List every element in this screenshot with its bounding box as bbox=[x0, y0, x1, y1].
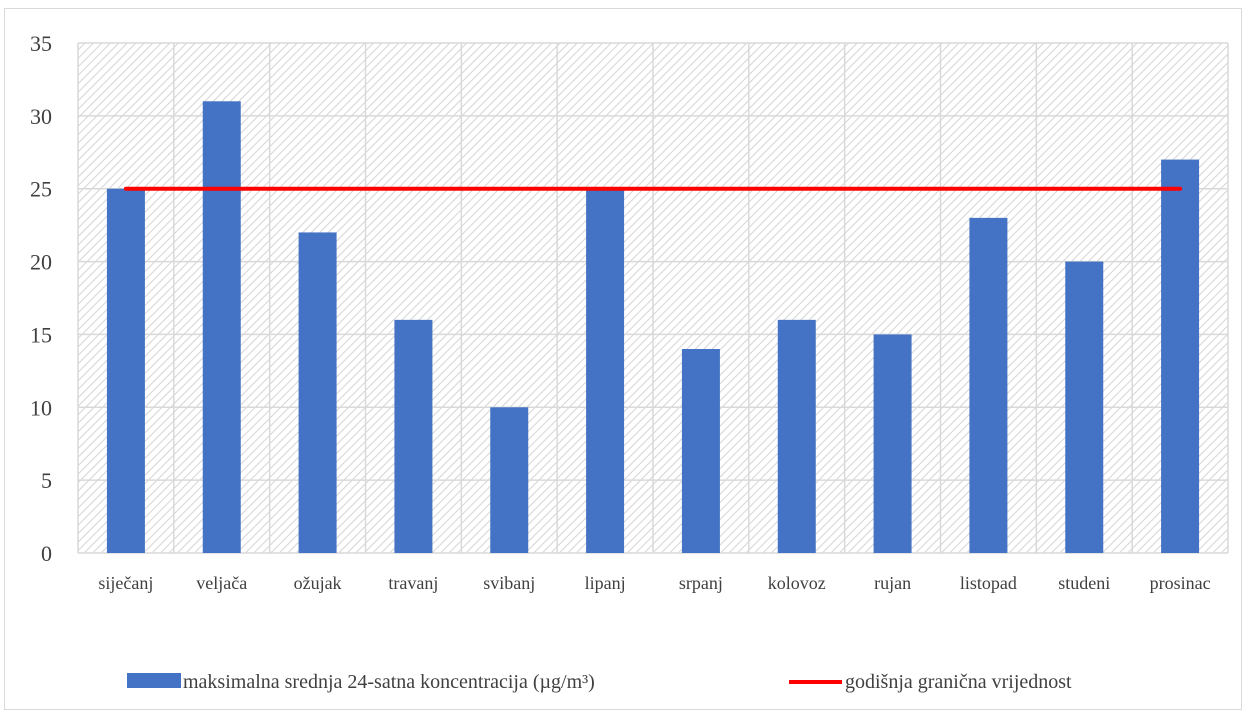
y-axis: 0 5 10 15 20 25 30 35 bbox=[30, 31, 52, 566]
x-tick-label: siječanj bbox=[98, 573, 153, 593]
legend-swatch-bars bbox=[127, 673, 181, 688]
y-tick-label: 30 bbox=[30, 104, 52, 129]
bar bbox=[586, 188, 625, 553]
bar bbox=[873, 334, 912, 553]
bar bbox=[1161, 159, 1200, 554]
bar bbox=[394, 319, 433, 553]
bar bbox=[202, 101, 241, 554]
x-tick-label: svibanj bbox=[483, 573, 535, 593]
x-tick-label: rujan bbox=[874, 573, 911, 593]
y-tick-label: 5 bbox=[41, 468, 52, 493]
x-tick-label: travanj bbox=[388, 573, 438, 593]
bar bbox=[298, 232, 337, 553]
x-tick-label: srpanj bbox=[679, 573, 723, 593]
bar bbox=[969, 217, 1008, 553]
legend-label-bars: maksimalna srednja 24-satna koncentracij… bbox=[183, 671, 595, 693]
y-tick-label: 10 bbox=[30, 395, 52, 420]
legend: maksimalna srednja 24-satna koncentracij… bbox=[127, 671, 1072, 693]
x-tick-label: prosinac bbox=[1150, 573, 1211, 593]
legend-label-line: godišnja granična vrijednost bbox=[845, 671, 1072, 693]
bar bbox=[681, 349, 720, 553]
y-tick-label: 25 bbox=[30, 177, 52, 202]
bar bbox=[1065, 261, 1104, 553]
bar bbox=[106, 188, 145, 553]
x-tick-label: veljača bbox=[196, 573, 247, 593]
y-tick-label: 15 bbox=[30, 322, 52, 347]
y-tick-label: 35 bbox=[30, 31, 52, 56]
x-tick-label: lipanj bbox=[585, 573, 626, 593]
x-axis: siječanj veljača ožujak travanj svibanj lipan… bbox=[98, 573, 1210, 593]
bar-series bbox=[106, 101, 1200, 554]
bar bbox=[490, 407, 529, 553]
y-tick-label: 20 bbox=[30, 250, 52, 275]
bar bbox=[777, 319, 816, 553]
x-tick-label: studeni bbox=[1058, 573, 1110, 593]
y-tick-label: 0 bbox=[41, 541, 52, 566]
x-tick-label: ožujak bbox=[294, 573, 342, 593]
x-tick-label: listopad bbox=[960, 573, 1017, 593]
x-tick-label: kolovoz bbox=[768, 573, 826, 593]
